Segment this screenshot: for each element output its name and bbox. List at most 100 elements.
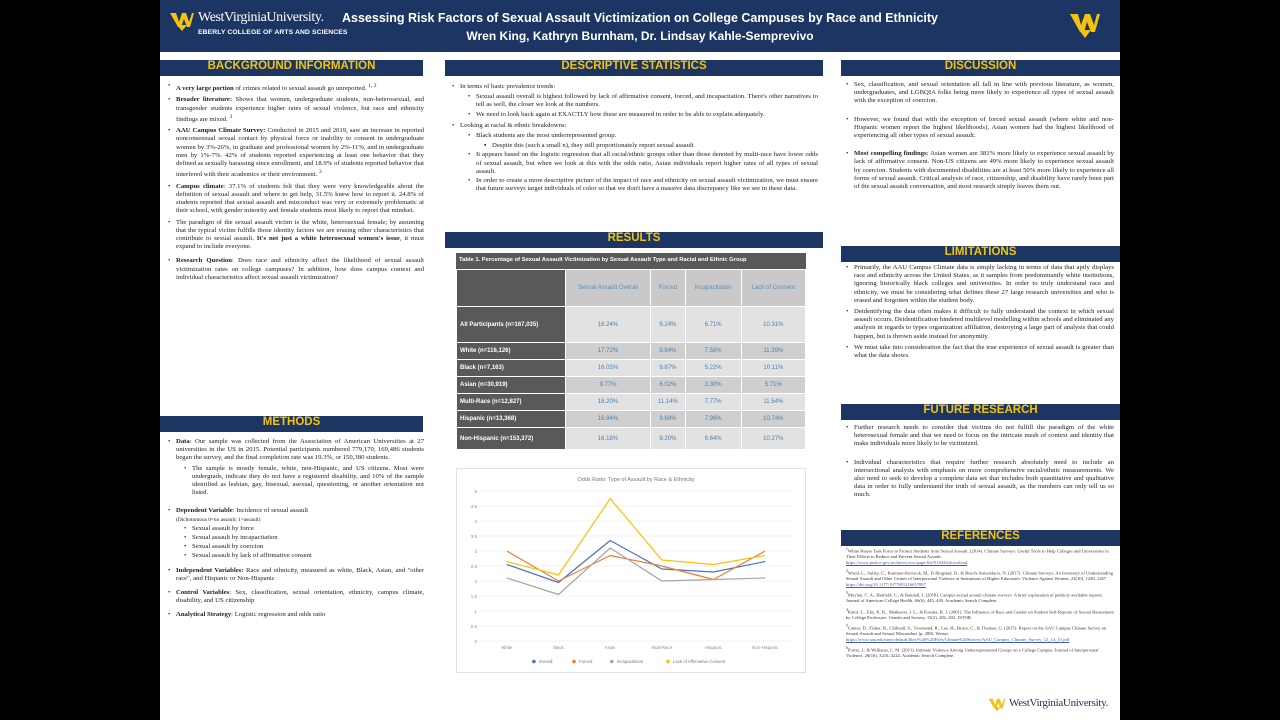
methods-item: Control Variables: Sex, classification, … [166, 589, 424, 605]
reference-link[interactable]: https://www.aau.edu/sites/default/files/… [846, 636, 1070, 642]
column-header: Sexual Assault Overall [564, 269, 652, 307]
legend-marker [666, 659, 670, 664]
series-line [506, 547, 766, 596]
x-tick-label: White [501, 645, 513, 650]
reference-entry: 1White House Task Force to Protect Stude… [846, 547, 1109, 565]
table-row: Black (n=7,163) 16.05% 9.87% 5.22% 10.11… [456, 359, 807, 377]
x-tick-label: Asian [605, 645, 616, 650]
legend-label: Forced [579, 659, 593, 664]
table-cell: 7.58% [684, 342, 742, 360]
table-cell: 6.71% [684, 306, 742, 343]
table-cell: 16.18% [564, 427, 652, 450]
table-cell: 10.27% [740, 427, 807, 450]
table-cell: 16.24% [564, 306, 652, 343]
table-cell: 9.87% [650, 359, 686, 377]
references-list: 1White House Task Force to Protect Stude… [846, 547, 1116, 663]
column-header: Incapacitation [684, 269, 742, 307]
dependent-item: Sexual assault by coercion [182, 543, 424, 551]
table-row: Multi-Race (n=12,827) 18.20% 11.14% 7.77… [456, 393, 807, 411]
discussion-heading: DISCUSSION [841, 60, 1120, 76]
table-cell: 5.22% [684, 359, 742, 377]
descriptive-subitem: In order to create a more descriptive pi… [466, 177, 818, 193]
background-item: AAU Campus Climate Survey: Conducted in … [166, 127, 424, 179]
table-cell: 11.14% [650, 393, 686, 411]
table-cell: 7.96% [684, 410, 742, 428]
footer-wvu-logo: WestVirginiaUniversity. [988, 697, 1113, 715]
methods-subitem: The sample is mostly female, white, non-… [182, 465, 424, 498]
row-header: Asian (n=30,919) [456, 376, 566, 394]
methods-item: Analytical Strategy: Logistic regression… [166, 611, 424, 619]
legend-marker [532, 659, 536, 664]
flying-wv-icon [988, 698, 1006, 712]
legend-marker [610, 659, 614, 664]
future-item: Individual characteristics that require … [844, 459, 1114, 500]
background-item: A very large portion of crimes related t… [166, 82, 424, 93]
row-header: All Participants (n=167,035) [456, 306, 566, 343]
table-cell: 3.30% [684, 376, 742, 394]
research-poster: WestVirginiaUniversity. EBERLY COLLEGE O… [160, 0, 1120, 720]
y-tick-label: 0 [474, 639, 477, 644]
chart-title: Odds Ratio: Type of Assault by Race & Et… [578, 477, 695, 483]
methods-item: Dependent Variable: Incidence of sexual … [166, 507, 424, 560]
y-tick-label: 4.5 [471, 504, 478, 509]
dependent-item: Sexual assault by incapacitation [182, 534, 424, 542]
table-cell: 11.54% [740, 393, 807, 411]
reference-link[interactable]: https://www.justice.gov/archives/ovw/pag… [846, 559, 968, 565]
column-header: Forced [650, 269, 686, 307]
dependent-note: (Dichotomous 0=no assault; 1=assault) [176, 516, 261, 523]
dependent-item: Sexual assault by lack of affirmative co… [182, 552, 424, 560]
y-tick-label: 3 [474, 549, 477, 554]
row-header: White (n=116,126) [456, 342, 566, 360]
descriptive-subitem: We need to look back again at EXACTLY ho… [466, 111, 818, 119]
x-tick-label: Hispanic [705, 645, 722, 650]
descriptive-heading: DESCRIPTIVE STATISTICS [445, 60, 823, 76]
legend-label: Overall [539, 659, 553, 664]
y-tick-label: 4 [474, 519, 477, 524]
series-line [506, 539, 766, 584]
limitations-heading: LIMITATIONS [841, 246, 1120, 262]
table-cell: 10.11% [740, 359, 807, 377]
college-name: EBERLY COLLEGE OF ARTS AND SCIENCES [198, 29, 348, 36]
methods-heading: METHODS [160, 416, 423, 432]
reference-entry: 5Cantor, D., Fisher, B., Chibnall, S., T… [846, 624, 1107, 642]
results-table: Table 1. Percentage of Sexual Assault Vi… [456, 253, 807, 450]
descriptive-body: In terms of basic prevalence trends: Sex… [450, 83, 818, 228]
y-tick-label: 2 [474, 579, 477, 584]
odds-ratio-chart: Odds Ratio: Type of Assault by Race & Et… [456, 468, 806, 673]
descriptive-subsubitem: Despite this (such a small n), they stil… [482, 142, 818, 150]
limitations-body: Primarily, the AAU Campus Climate data i… [844, 264, 1114, 400]
y-tick-label: 2.5 [471, 564, 478, 569]
descriptive-subitem: Sexual assault overall is highest follow… [466, 93, 818, 109]
footer-university-name: WestVirginiaUniversity. [1009, 697, 1109, 709]
methods-item: Data: Our sample was collected from the … [166, 438, 424, 497]
table-cell: 9.84% [650, 342, 686, 360]
university-name: WestVirginiaUniversity. [198, 10, 324, 25]
table-cell: 17.72% [564, 342, 652, 360]
limitations-item: Primarily, the AAU Campus Climate data i… [844, 264, 1114, 305]
y-tick-label: 1 [474, 609, 477, 614]
column-header: Lack of Consent [740, 269, 807, 307]
methods-body: Data: Our sample was collected from the … [166, 438, 424, 688]
reference-entry: 4Kalof, L., Eby, K. K., Matheson, J. L.,… [846, 607, 1114, 620]
table-cell: 9.69% [650, 410, 686, 428]
y-tick-label: 1.5 [471, 594, 478, 599]
results-table-container: Table 1. Percentage of Sexual Assault Vi… [456, 253, 807, 450]
background-heading: BACKGROUND INFORMATION [160, 60, 423, 76]
series-line [506, 497, 766, 576]
dependent-item: Sexual assault by force [182, 525, 424, 533]
future-heading: FUTURE RESEARCH [841, 404, 1120, 420]
table-cell: 16.94% [564, 410, 652, 428]
poster-header: WestVirginiaUniversity. EBERLY COLLEGE O… [160, 0, 1120, 52]
table-cell: 6.02% [650, 376, 686, 394]
table-cell: 16.05% [564, 359, 652, 377]
discussion-item: Most compelling findings: Asian women ar… [844, 150, 1114, 191]
references-heading: REFERENCES [841, 530, 1120, 546]
legend-label: Incapacitation [617, 659, 644, 664]
future-item: Further research needs to consider that … [844, 424, 1114, 449]
reference-link[interactable]: https://doi.org/10.1177/1077801216657897 [846, 581, 926, 587]
background-item: Broader literature: Shows that women, un… [166, 96, 424, 124]
y-tick-label: 3.5 [471, 534, 478, 539]
table-cell: 9.77% [564, 376, 652, 394]
wvu-logo: WestVirginiaUniversity. EBERLY COLLEGE O… [168, 10, 347, 44]
table-row: All Participants (n=167,035) 16.24% 9.24… [456, 306, 807, 343]
